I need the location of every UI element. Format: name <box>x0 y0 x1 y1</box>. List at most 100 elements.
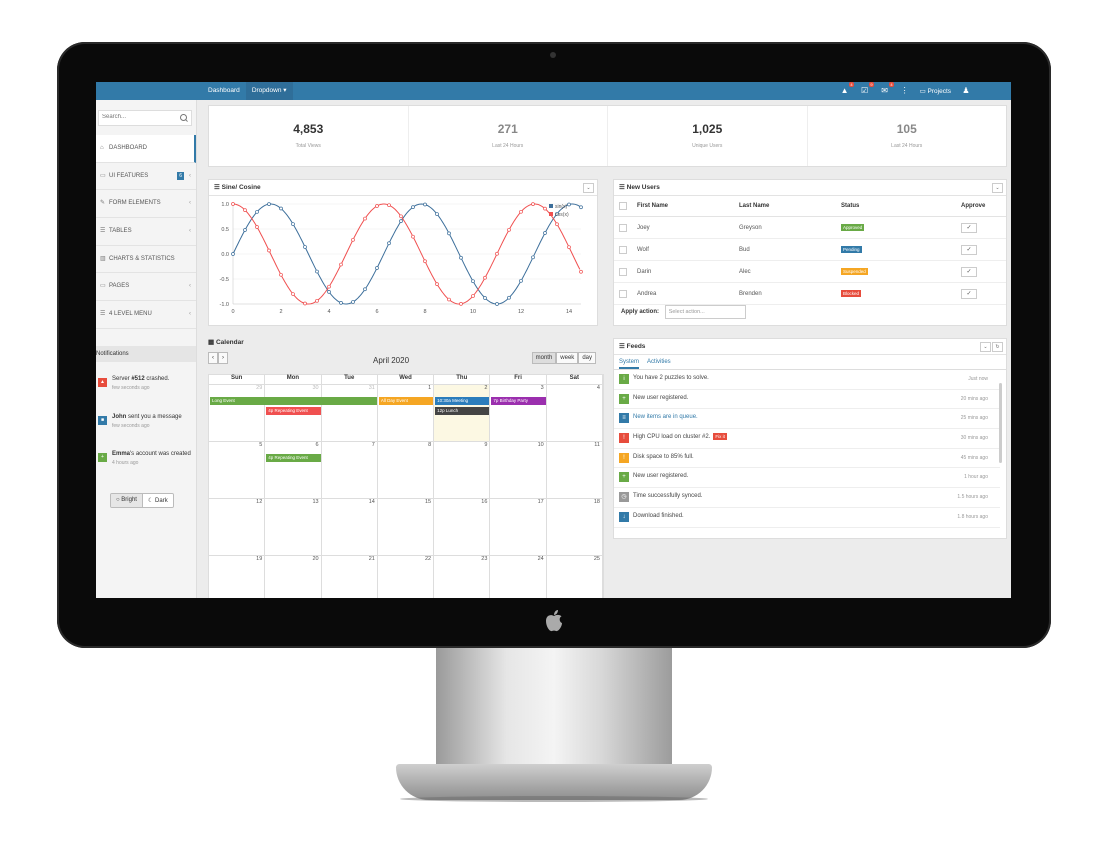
feed-item[interactable]: ≡ New items are in queue. 25 mins ago <box>614 409 1000 430</box>
calendar-day[interactable]: 18 <box>547 499 603 555</box>
more-vertical-icon[interactable]: ⋮ <box>900 86 909 95</box>
tab-activities[interactable]: Activities <box>647 359 671 365</box>
notification-item[interactable]: ■ John sent you a message few seconds ag… <box>98 414 194 429</box>
notification-item[interactable]: ▲ Server #512 crashed. few seconds ago <box>98 376 194 391</box>
view-week-button[interactable]: week <box>556 352 579 364</box>
row-checkbox[interactable] <box>619 223 627 232</box>
calendar-day[interactable]: 11 <box>547 442 603 498</box>
calendar-day[interactable]: 4 <box>547 385 603 441</box>
calendar-day[interactable]: 3 <box>490 385 547 441</box>
data-point <box>255 225 259 229</box>
tab-system[interactable]: System <box>619 359 640 369</box>
calendar-day[interactable]: 29 <box>209 385 266 441</box>
calendar-day[interactable]: 17 <box>490 499 547 555</box>
tasks-icon[interactable]: ☑ 9 <box>860 82 874 95</box>
feed-item[interactable]: ! Disk space to 85% full. 45 mins ago <box>614 449 1000 469</box>
calendar-day[interactable]: 23 <box>434 556 491 598</box>
collapse-button[interactable]: ⌄ <box>583 183 594 193</box>
prev-month-button[interactable]: ‹ <box>208 352 218 364</box>
calendar-day[interactable]: 19 <box>209 556 266 598</box>
collapse-button[interactable]: ⌄ <box>992 183 1003 193</box>
monitor-stand <box>436 648 672 768</box>
data-point <box>543 231 547 235</box>
calendar-event[interactable]: All Day Event <box>378 397 434 405</box>
calendar-day[interactable]: 30 <box>265 385 322 441</box>
foot-shadow <box>400 796 708 802</box>
calendar-day[interactable]: 6 <box>265 442 322 498</box>
feed-item[interactable]: + New user registered. 20 mins ago <box>614 390 1000 410</box>
calendar-event[interactable]: 4p Repeating Event <box>266 454 321 462</box>
calendar-day[interactable]: 7 <box>322 442 378 498</box>
sidebar-item-ui-features[interactable]: ▭ UI FEATURES 6 ‹ <box>96 163 196 191</box>
row-checkbox[interactable] <box>619 289 627 298</box>
row-checkbox[interactable] <box>619 267 627 276</box>
search-icon[interactable] <box>180 114 187 121</box>
theme-dark-button[interactable]: ☾ Dark <box>142 494 173 507</box>
calendar-day[interactable]: 9 <box>434 442 491 498</box>
approve-button[interactable]: ✓ <box>961 266 977 277</box>
search-input[interactable] <box>99 111 179 123</box>
select-all-checkbox[interactable] <box>619 202 627 210</box>
calendar-day[interactable]: 5 <box>209 442 266 498</box>
sidebar-item-form-elements[interactable]: ✎ FORM ELEMENTS ‹ <box>96 190 196 219</box>
calendar-day[interactable]: 20 <box>265 556 322 598</box>
calendar-day[interactable]: 14 <box>322 499 378 555</box>
calendar-day[interactable]: 21 <box>322 556 378 598</box>
calendar-day[interactable]: 10 <box>490 442 547 498</box>
action-select[interactable]: Select action... <box>664 305 746 319</box>
approve-button[interactable]: ✓ <box>961 244 977 255</box>
feed-item[interactable]: + New user registered. 1 hour ago <box>614 468 1000 489</box>
calendar-day[interactable]: 8 <box>378 442 435 498</box>
calendar-day[interactable]: 15 <box>378 499 435 555</box>
calendar-day[interactable]: 12 <box>209 499 266 555</box>
mail-icon[interactable]: ✉ 4 <box>881 82 894 95</box>
weekday-header: Tue <box>322 375 378 384</box>
sidebar-item-4-level-menu[interactable]: ☰ 4 LEVEL MENU ‹ <box>96 301 196 329</box>
chevron-left-icon: ‹ <box>189 172 191 179</box>
user-icon[interactable]: ♟ <box>962 86 970 95</box>
next-month-button[interactable]: › <box>218 352 228 364</box>
message-icon: ■ <box>98 416 107 425</box>
feed-item[interactable]: ! High CPU load on cluster #2. Fix it 30 mi… <box>614 429 1000 449</box>
count-badge: 6 <box>177 171 184 180</box>
col-last-name: Last Name <box>738 196 840 217</box>
sidebar-item-charts[interactable]: ▥ CHARTS & STATISTICS <box>96 246 196 274</box>
refresh-button[interactable]: ↻ <box>992 342 1003 352</box>
data-point <box>327 284 331 289</box>
data-point <box>375 266 379 270</box>
sidebar-item-tables[interactable]: ☰ TABLES ‹ <box>96 218 196 246</box>
nav-dropdown[interactable]: Dropdown ▾ <box>245 82 293 100</box>
calendar-event[interactable]: 7p Birthday Party <box>491 397 546 405</box>
calendar-day[interactable]: 24 <box>490 556 547 598</box>
calendar-event[interactable]: 4p Repeating Event <box>266 407 321 415</box>
sidebar-item-pages[interactable]: ▭ PAGES ‹ <box>96 273 196 302</box>
calendar-event[interactable]: 12p Lunch <box>435 407 490 415</box>
feed-item[interactable]: ↓ Download finished. 1.8 hours ago <box>614 508 1000 528</box>
calendar-day[interactable]: 13 <box>265 499 322 555</box>
calendar-day[interactable]: 1 <box>378 385 435 441</box>
alert-icon[interactable]: ▲ 4 <box>840 82 854 95</box>
status-badge: Pending <box>841 246 862 253</box>
calendar-day[interactable]: 16 <box>434 499 491 555</box>
theme-bright-button[interactable]: ○ Bright <box>111 494 143 507</box>
feed-item[interactable]: ◷ Time successfully synced. 1.5 hours ago <box>614 488 1000 508</box>
nav-dashboard[interactable]: Dashboard <box>208 87 240 94</box>
scrollbar[interactable] <box>999 383 1002 463</box>
calendar-event[interactable]: 10:30a Meeting <box>435 397 490 405</box>
row-checkbox[interactable] <box>619 245 627 254</box>
approve-button[interactable]: ✓ <box>961 288 977 299</box>
projects-menu[interactable]: ▭ Projects <box>919 88 951 95</box>
fix-it-button[interactable]: Fix it <box>713 433 727 441</box>
view-day-button[interactable]: day <box>578 352 596 364</box>
collapse-button[interactable]: ⌄ <box>980 342 991 352</box>
data-point <box>435 212 439 216</box>
approve-button[interactable]: ✓ <box>961 222 977 233</box>
calendar-day[interactable]: 31 <box>322 385 378 441</box>
calendar-day[interactable]: 22 <box>378 556 435 598</box>
calendar-event[interactable]: Long Event <box>210 397 377 405</box>
view-month-button[interactable]: month <box>531 352 557 364</box>
sidebar-item-dashboard[interactable]: ⌂ DASHBOARD <box>96 135 196 163</box>
feed-item[interactable]: i You have 2 puzzles to solve. Just now <box>614 370 1000 390</box>
calendar-day[interactable]: 25 <box>547 556 603 598</box>
notification-item[interactable]: + Emma's account was created 4 hours ago <box>98 451 194 466</box>
